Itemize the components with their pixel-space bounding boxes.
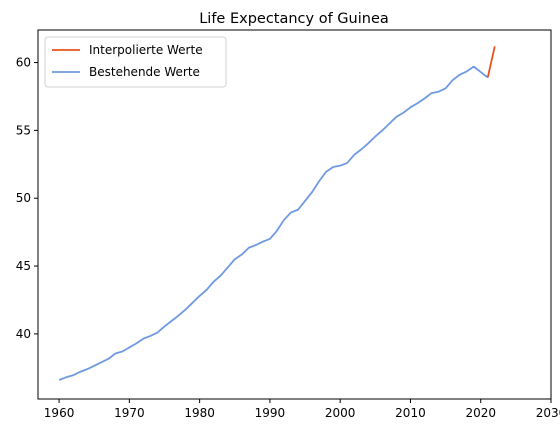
series-line-existing: [58, 65, 489, 381]
y-tick-label: 50: [16, 191, 31, 205]
legend: Interpolierte Werte Bestehende Werte: [44, 36, 227, 88]
legend-label-existing: Bestehende Werte: [89, 65, 200, 79]
x-tick-label: 1960: [44, 406, 75, 420]
x-tick-label: 1980: [184, 406, 215, 420]
y-tick-label: 60: [16, 56, 31, 70]
x-tick-label: 2000: [325, 406, 356, 420]
x-axis-ticks: 1960 1970 1980 1990 2000 2010 2020 2030: [44, 399, 560, 420]
series-layer: [58, 46, 496, 381]
legend-label-interpolated: Interpolierte Werte: [89, 43, 203, 57]
plot-frame: [37, 29, 552, 400]
y-tick-label: 40: [16, 327, 31, 341]
x-tick-label: 1970: [114, 406, 145, 420]
x-tick-label: 1990: [255, 406, 286, 420]
x-tick-label: 2010: [395, 406, 426, 420]
y-tick-label: 45: [16, 259, 31, 273]
chart-title: Life Expectancy of Guinea: [199, 11, 389, 27]
y-axis-ticks: 40 45 50 55 60: [16, 56, 38, 341]
series-line-interpolated: [486, 46, 496, 78]
x-tick-label: 2020: [465, 406, 496, 420]
x-tick-label: 2030: [536, 406, 560, 420]
legend-box: [44, 36, 227, 88]
y-tick-label: 55: [16, 123, 31, 137]
